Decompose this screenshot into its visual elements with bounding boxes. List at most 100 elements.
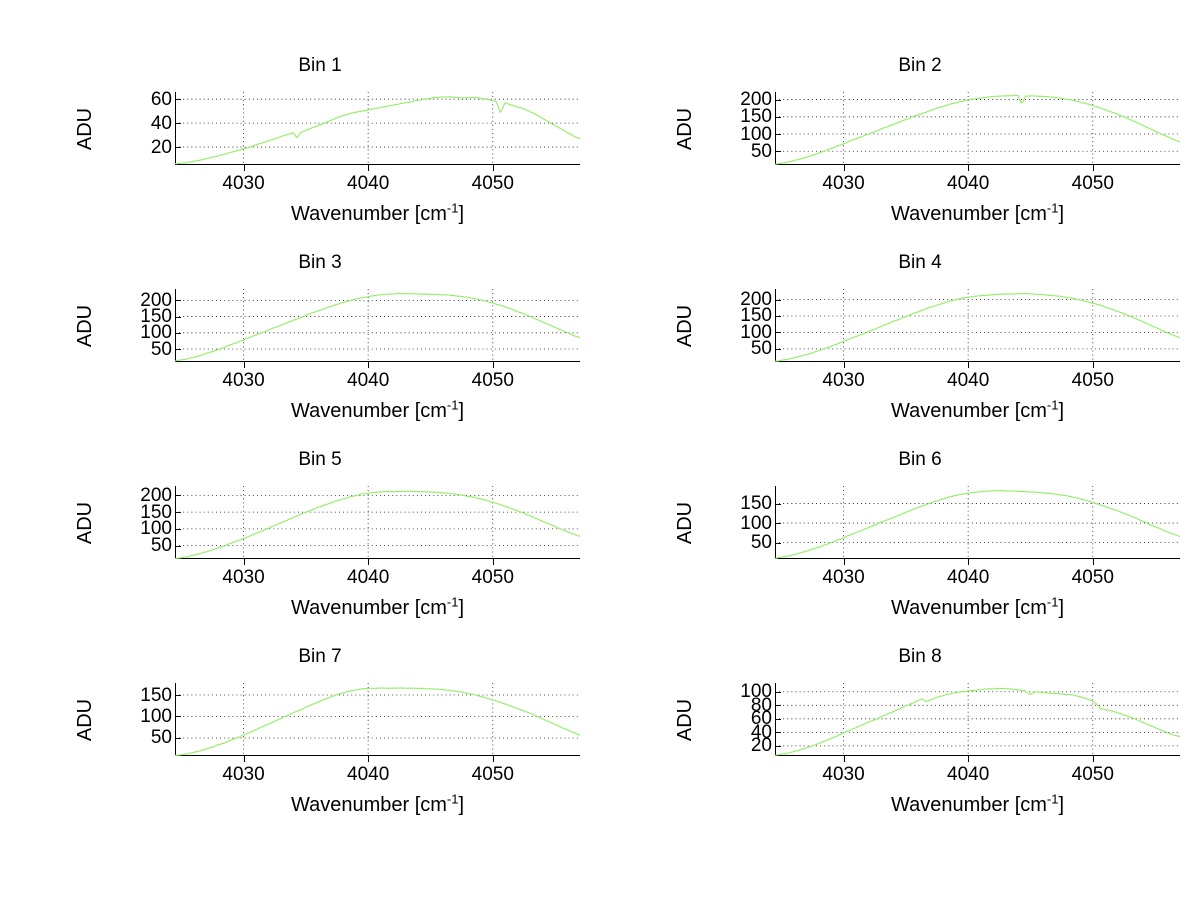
y-tick-mark [175, 332, 181, 334]
y-tick-mark [175, 695, 181, 697]
y-tick-mark [175, 349, 181, 351]
x-tick-mark [368, 165, 370, 171]
axes-frame [175, 289, 580, 362]
subplot-bin-2: Bin 2 ADU 50 100 150 200 4030 4040 4050 Wavenumbe… [620, 55, 1200, 252]
x-tick-label: 4050 [471, 764, 514, 785]
x-axis-label: Wavenumber [cm-1] [175, 201, 580, 226]
x-axis-label-exponent: -1 [446, 791, 459, 807]
plot-area [174, 92, 581, 165]
plot-svg [774, 92, 1181, 165]
x-tick-label: 4040 [947, 370, 990, 391]
plot-svg [774, 683, 1181, 757]
x-tick-mark [843, 559, 845, 565]
axes-frame [775, 289, 1180, 362]
y-tick-label: 100 [140, 322, 172, 344]
x-tick-label: 4030 [822, 567, 865, 588]
data-curve [774, 292, 1181, 362]
x-tick-mark [1092, 165, 1094, 171]
x-axis-label-exponent: -1 [446, 594, 459, 610]
subplot-bin-6: Bin 6 ADU 50 100 150 4030 4040 4050 Wavenumber [… [620, 449, 1200, 646]
plot-area [774, 486, 1181, 559]
x-axis-label-text: Wavenumber [cm [890, 597, 1047, 619]
x-axis-label: Wavenumber [cm-1] [775, 594, 1180, 620]
y-tick-mark [175, 300, 181, 302]
x-tick-label: 4030 [222, 764, 265, 785]
subplot-title: Bin 4 [898, 252, 942, 273]
subplot-title: Bin 8 [898, 646, 942, 667]
y-tick-mark [175, 495, 181, 497]
x-tick-label: 4040 [947, 173, 990, 194]
y-tick-label: 150 [140, 306, 172, 328]
x-tick-mark [368, 559, 370, 565]
y-tick-mark [775, 134, 781, 135]
y-tick-label: 100 [140, 705, 172, 727]
y-tick-mark [775, 299, 781, 301]
y-tick-mark [175, 545, 181, 547]
y-tick-mark [175, 737, 181, 739]
x-axis-label-exponent: -1 [1046, 594, 1059, 610]
y-tick-label: 50 [150, 338, 172, 360]
x-axis-label-exponent: -1 [1046, 397, 1059, 413]
y-tick-mark [775, 705, 781, 707]
y-tick-label: 150 [140, 684, 172, 706]
y-tick-label: 200 [740, 89, 772, 111]
y-tick-mark [775, 503, 781, 505]
x-tick-label: 4040 [947, 567, 990, 588]
x-axis-label-text: Wavenumber [cm [290, 794, 447, 816]
y-tick-mark [775, 732, 781, 734]
x-tick-mark [368, 362, 370, 368]
y-tick-mark [775, 332, 781, 334]
x-axis-label: Wavenumber [cm-1] [775, 792, 1180, 817]
y-tick-labels: 50 100 150 200 [620, 289, 772, 362]
y-tick-mark [775, 151, 781, 153]
data-curve [174, 96, 581, 165]
x-tick-label: 4030 [222, 370, 265, 391]
plot-svg [174, 683, 581, 757]
y-tick-label: 100 [740, 321, 772, 343]
x-tick-mark [492, 559, 494, 565]
y-tick-label: 20 [750, 735, 772, 757]
y-tick-mark [775, 348, 781, 350]
plot-svg [774, 289, 1181, 362]
x-tick-label: 4040 [347, 370, 390, 391]
y-tick-label: 20 [150, 136, 172, 158]
plot-svg [174, 92, 581, 165]
x-tick-label: 4050 [1071, 764, 1114, 785]
y-tick-mark [175, 512, 181, 514]
y-tick-labels: 20 40 60 [20, 90, 172, 165]
x-axis-label-text: Wavenumber [cm [890, 794, 1047, 816]
x-tick-mark [492, 165, 494, 171]
subplot-title: Bin 3 [298, 252, 342, 273]
axes-frame [175, 92, 580, 165]
x-tick-label: 4050 [1071, 370, 1114, 391]
x-axis-label-text: Wavenumber [cm [290, 203, 447, 225]
x-axis-label-tail: ] [1058, 597, 1065, 619]
x-tick-label: 4040 [947, 764, 990, 785]
y-tick-label: 80 [750, 694, 772, 716]
x-tick-label: 4030 [222, 173, 265, 194]
x-tick-label: 4040 [347, 567, 390, 588]
subplot-title: Bin 7 [298, 646, 342, 667]
x-tick-mark [843, 165, 845, 171]
x-tick-label: 4050 [471, 567, 514, 588]
x-tick-mark [843, 362, 845, 368]
y-tick-label: 50 [750, 338, 772, 360]
y-tick-mark [175, 147, 181, 149]
x-axis-label-tail: ] [1058, 794, 1065, 816]
plot-svg [174, 486, 581, 560]
plot-area [774, 289, 1181, 362]
axes-frame [775, 486, 1180, 559]
y-tick-labels: 50 100 150 200 [20, 289, 172, 362]
subplot-title: Bin 5 [298, 449, 342, 470]
x-axis-label-tail: ] [458, 400, 465, 422]
y-tick-mark [775, 116, 781, 118]
x-tick-label: 4030 [822, 370, 865, 391]
x-tick-label: 4040 [347, 764, 390, 785]
y-tick-label: 100 [740, 123, 772, 145]
x-axis-label: Wavenumber [cm-1] [775, 201, 1180, 226]
plot-area [774, 683, 1181, 757]
x-tick-mark [968, 559, 970, 565]
axes-frame [175, 683, 580, 756]
plot-area [774, 92, 1181, 165]
plot-svg [774, 486, 1181, 559]
